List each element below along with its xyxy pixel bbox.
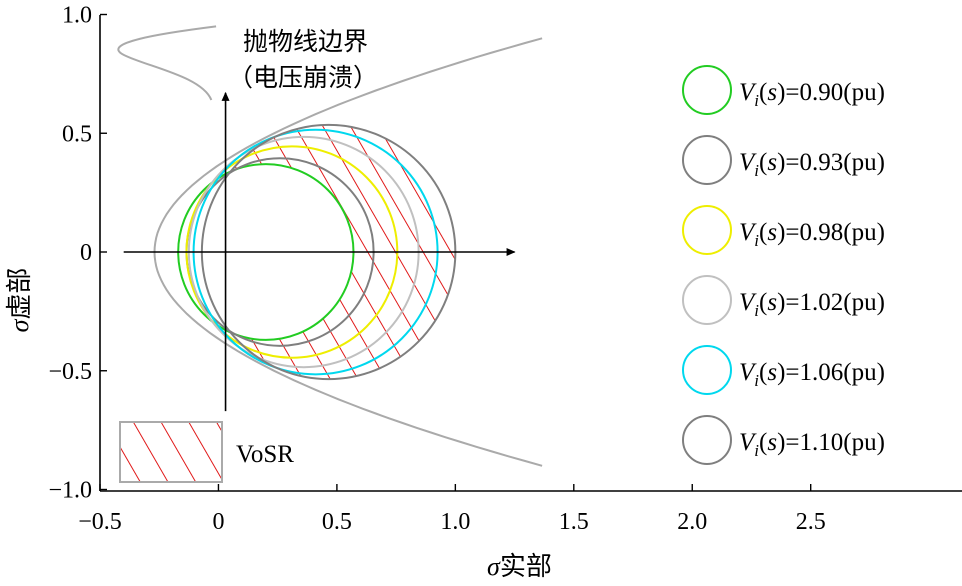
- y-tick-label: −1.0: [48, 478, 92, 504]
- legend-swatch-1.02: [682, 275, 732, 325]
- x-tick-label: 0: [212, 509, 224, 535]
- legend-label-1.02: Vi(s)=1.02(pu): [739, 289, 885, 320]
- legend: Vi(s)=0.90(pu) Vi(s)=0.93(pu) Vi(s)=0.98(p…: [682, 65, 885, 465]
- x-axis-ticks: −0.5 0 0.5 1.0 1.5 2.0 2.5: [78, 484, 826, 535]
- vosr-legend: VoSR: [119, 421, 294, 483]
- legend-swatch-1.10: [682, 415, 732, 465]
- parabola-label: 抛物线边界: [243, 28, 368, 56]
- parabola-sublabel: （电压崩溃）: [228, 64, 378, 92]
- y-tick-label: 0: [80, 240, 92, 266]
- y-axis-title: σ虚部: [5, 268, 34, 333]
- y-axis-ticks: 1.0 0.5 0 −0.5 −1.0: [48, 3, 107, 504]
- x-tick-label: 2.0: [677, 509, 707, 535]
- legend-label-0.90: Vi(s)=0.90(pu): [739, 79, 885, 110]
- legend-swatch-0.98: [682, 205, 732, 255]
- legend-swatch-0.93: [682, 135, 732, 185]
- legend-label-1.10: Vi(s)=1.10(pu): [739, 429, 885, 460]
- legend-swatch-0.90: [682, 65, 732, 115]
- vosr-legend-swatch: [119, 421, 223, 483]
- parabola-hook-curve: [117, 25, 217, 101]
- y-tick-label: 1.0: [62, 3, 92, 29]
- legend-label-0.93: Vi(s)=0.93(pu): [739, 149, 885, 180]
- x-tick-label: 1.5: [559, 509, 589, 535]
- x-tick-label: 2.5: [796, 509, 826, 535]
- legend-label-0.98: Vi(s)=0.98(pu): [739, 219, 885, 250]
- vosr-legend-label: VoSR: [236, 441, 294, 468]
- legend-label-1.06: Vi(s)=1.06(pu): [739, 359, 885, 390]
- x-tick-label: 0.5: [322, 509, 352, 535]
- y-tick-label: −0.5: [48, 359, 92, 385]
- x-tick-label: −0.5: [78, 509, 122, 535]
- x-axis-title: σ实部: [487, 552, 552, 581]
- y-tick-label: 0.5: [62, 121, 92, 147]
- x-tick-label: 1.0: [440, 509, 470, 535]
- legend-swatch-1.06: [682, 345, 732, 395]
